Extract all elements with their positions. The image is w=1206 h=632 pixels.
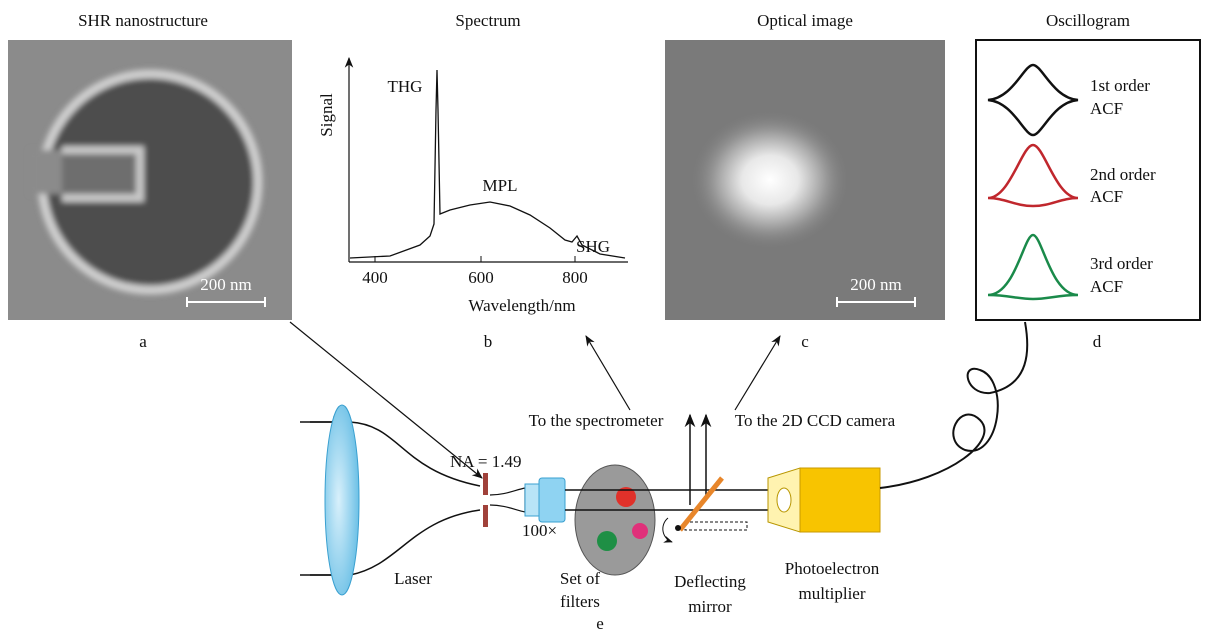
mirror-position [685, 522, 747, 530]
arrow [586, 336, 630, 410]
panel-title: Spectrum [455, 11, 520, 30]
figure: SHR nanostructure 200 nm a Spectrum 400 … [0, 0, 1206, 632]
na-label: NA = 1.49 [450, 452, 521, 471]
spectrometer-label: To the spectrometer [529, 411, 664, 430]
filter-wheel [575, 465, 655, 575]
mirror-label: mirror [688, 597, 732, 616]
trace-label: ACF [1090, 187, 1123, 206]
peak-label: MPL [483, 176, 518, 195]
y-axis-label: Signal [317, 93, 336, 137]
trace-label: 2nd order [1090, 165, 1156, 184]
objective [539, 478, 565, 522]
focus [490, 488, 525, 512]
source-label: Laser [394, 569, 432, 588]
panel-title: Oscillogram [1046, 11, 1130, 30]
x-axis-label: Wavelength/nm [468, 296, 575, 315]
panel-label: b [484, 332, 493, 351]
spectrum-curve [350, 70, 625, 258]
mirror-label: Deflecting [674, 572, 746, 591]
trace-label: ACF [1090, 99, 1123, 118]
bright-spot [690, 110, 850, 250]
peak-label: THG [388, 77, 423, 96]
x-tick-label: 600 [468, 268, 494, 287]
panel-label: a [139, 332, 147, 351]
magnification-label: 100× [522, 521, 557, 540]
rotation-arrow [663, 518, 672, 542]
trace-label: ACF [1090, 277, 1123, 296]
panel-label: d [1093, 332, 1102, 351]
detector-label: multiplier [798, 584, 865, 603]
pmt-window [777, 488, 791, 512]
slit [483, 505, 488, 527]
objective [525, 484, 539, 516]
cable [880, 322, 1027, 488]
arrow [735, 336, 780, 410]
x-tick-label: 400 [362, 268, 388, 287]
peak-label: SHG [576, 237, 610, 256]
filter [597, 531, 617, 551]
lens [325, 405, 359, 595]
trace-label: 1st order [1090, 76, 1150, 95]
pmt [800, 468, 880, 532]
filters-label: Set of [560, 569, 600, 588]
panel-label: e [596, 614, 604, 632]
panel-title: Optical image [757, 11, 853, 30]
pivot [675, 525, 681, 531]
detector-label: Photoelectron [785, 559, 880, 578]
trace-label: 3rd order [1090, 254, 1153, 273]
slit [483, 473, 488, 495]
scale-label: 200 nm [850, 275, 901, 294]
filters-label: filters [560, 592, 600, 611]
scale-label: 200 nm [200, 275, 251, 294]
panel-title: SHR nanostructure [78, 11, 208, 30]
camera-label: To the 2D CCD camera [735, 411, 896, 430]
x-tick-label: 800 [562, 268, 588, 287]
panel-label: c [801, 332, 809, 351]
filter [632, 523, 648, 539]
